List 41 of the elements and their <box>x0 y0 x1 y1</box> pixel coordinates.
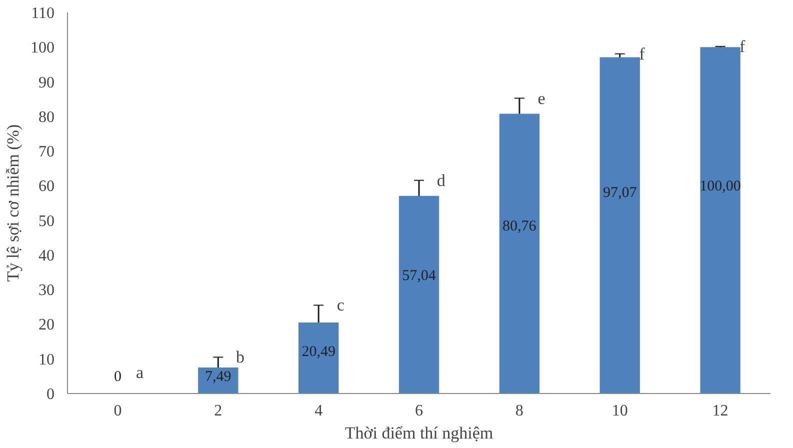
data-label: 7,49 <box>205 369 232 386</box>
x-tick-label: 6 <box>415 402 423 420</box>
annotation: e <box>538 89 546 108</box>
y-tick-label: 90 <box>38 74 54 92</box>
y-tick-label: 60 <box>38 178 54 196</box>
annotation: f <box>639 44 646 64</box>
annotation: f <box>740 36 746 56</box>
y-tick-label: 0 <box>46 386 54 403</box>
data-label: 97,07 <box>602 184 638 201</box>
y-tick-label: 70 <box>38 144 54 161</box>
y-tick-label: 50 <box>38 212 54 230</box>
x-tick-label: 12 <box>712 402 728 420</box>
y-tick-label: 30 <box>38 282 54 300</box>
bar <box>298 322 339 394</box>
data-label: 80,76 <box>502 218 537 235</box>
data-label: 20,49 <box>302 344 336 360</box>
x-axis-title: Thời điểm thí nghiệm <box>344 424 494 442</box>
annotation: d <box>436 170 446 190</box>
bar <box>398 196 440 394</box>
y-tick-label: 110 <box>31 5 54 22</box>
y-tick-label: 40 <box>38 247 54 264</box>
bar <box>700 47 740 394</box>
data-label: 0 <box>114 369 122 386</box>
data-label: 100,00 <box>700 178 741 195</box>
data-label: 57,04 <box>402 268 436 284</box>
x-tick-label: 0 <box>114 402 122 420</box>
annotation: a <box>136 363 144 382</box>
y-tick-label: 20 <box>38 316 54 334</box>
x-tick-label: 4 <box>314 402 323 420</box>
annotation: b <box>236 348 244 367</box>
y-tick-label: 100 <box>30 40 54 57</box>
annotation: c <box>336 296 345 315</box>
y-tick-label: 80 <box>38 108 54 126</box>
bar <box>198 368 238 394</box>
x-tick-label: 10 <box>612 402 628 420</box>
y-axis-title: Tỷ lệ sợi cơ nhiễm (%) <box>4 124 22 282</box>
y-tick-label: 10 <box>38 351 54 368</box>
bar <box>600 57 640 394</box>
x-tick-label: 8 <box>515 402 524 420</box>
x-tick-label: 2 <box>214 402 222 420</box>
bar <box>499 114 540 394</box>
